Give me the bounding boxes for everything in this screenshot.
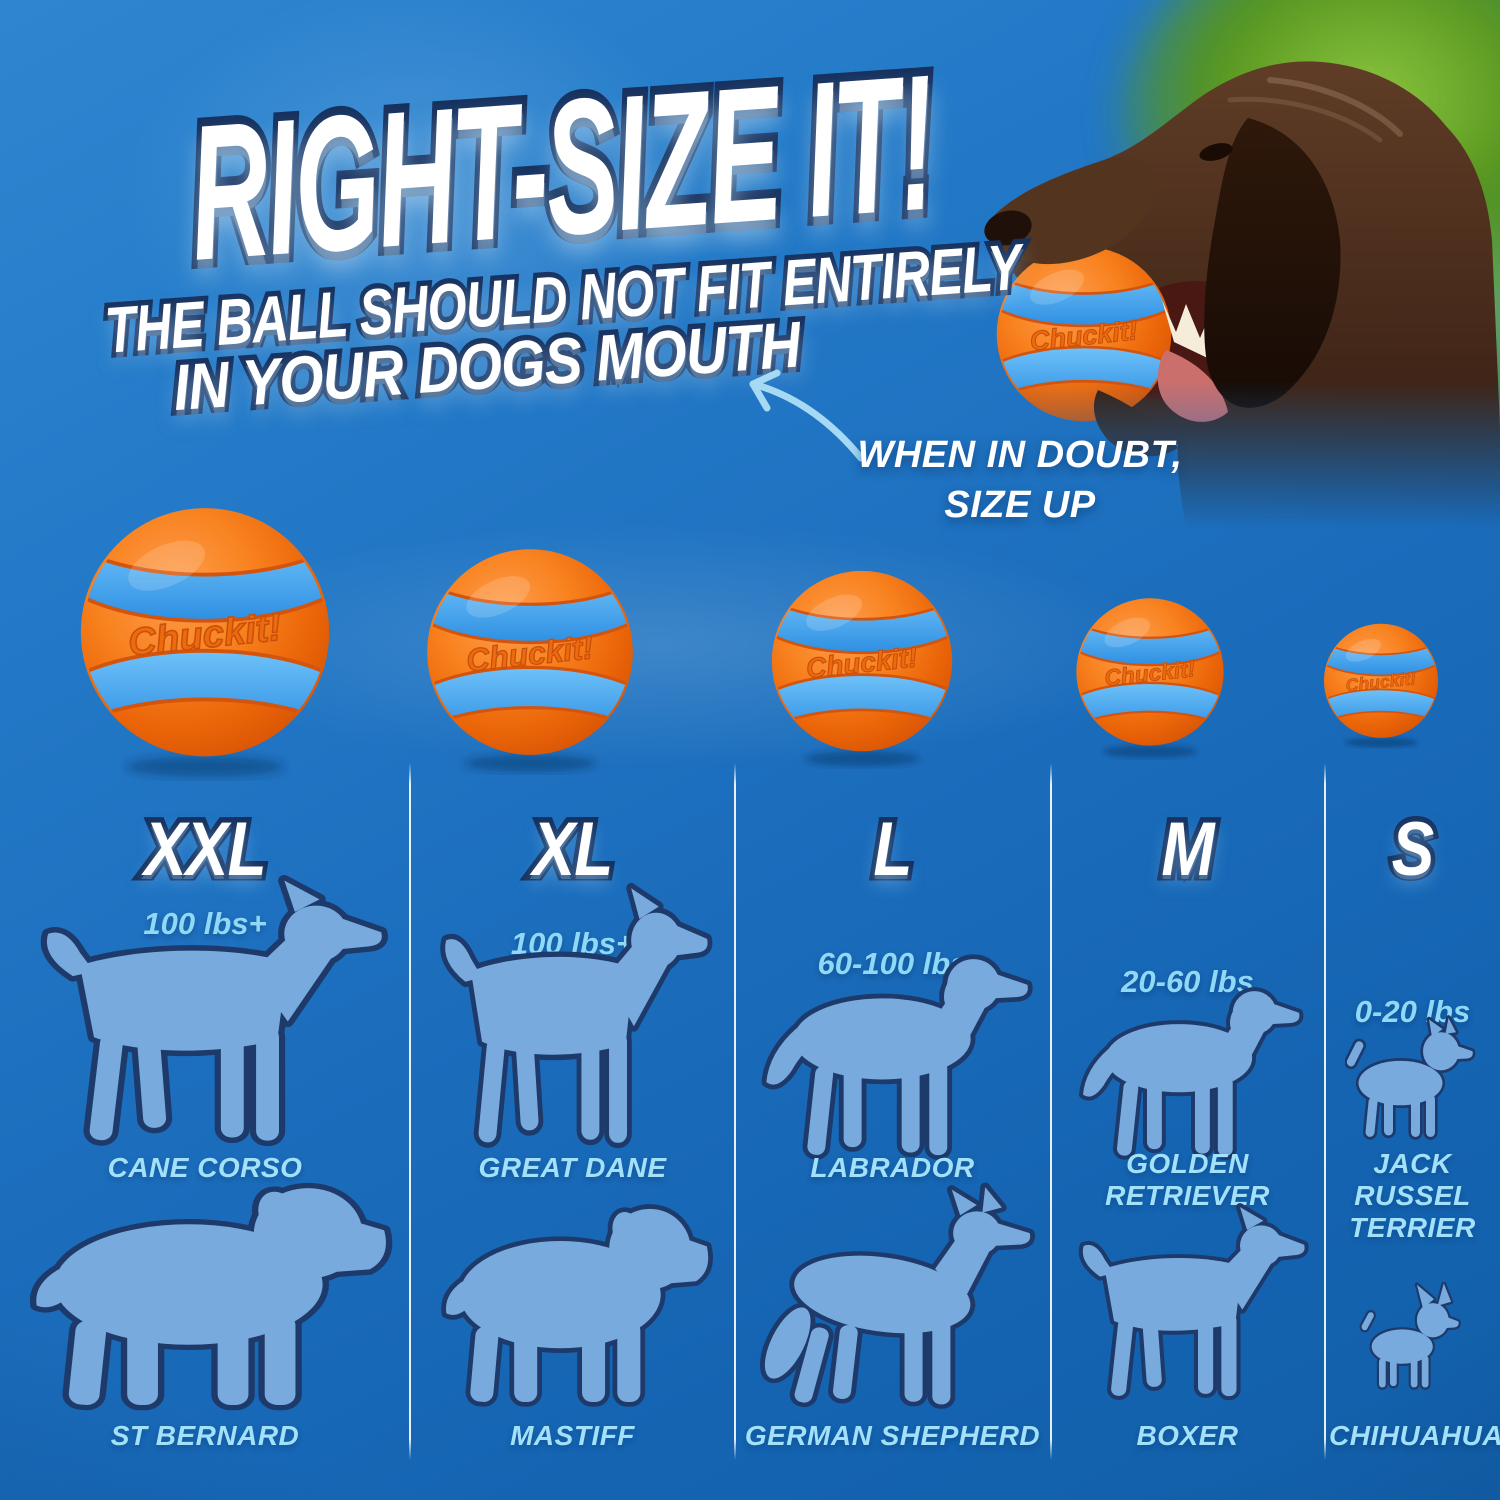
- dog-silhouette-mastiff: [430, 1182, 715, 1410]
- size-column-l: L 60-100 lbs LABRADOR GERMAN SHEPHERD: [735, 0, 1050, 1500]
- dog-silhouette-german-shepherd: [746, 1182, 1038, 1412]
- size-column-s: S 0-20 lbs JACK RUSSEL TERRIER CHIHUAHUA: [1325, 0, 1500, 1500]
- dog-silhouette-great-dane: [424, 876, 714, 1152]
- size-label-l: L: [869, 802, 917, 898]
- breed-label: CANE CORSO: [107, 1152, 303, 1183]
- breed-label: BOXER: [1136, 1420, 1239, 1451]
- dog-eye: [1199, 143, 1233, 161]
- size-label-xxl: XXL: [140, 802, 272, 898]
- breed-label: GERMAN SHEPHERD: [744, 1420, 1041, 1451]
- size-column-m: M 20-60 lbs GOLDEN RETRIEVER BOXER: [1050, 0, 1325, 1500]
- size-column-xl: XL 100 lbs+ GREAT DANE MASTIFF: [410, 0, 735, 1500]
- dog-lower-jaw: [1093, 390, 1178, 457]
- dog-upper-muzzle: [987, 157, 1156, 265]
- weight-range-xxl: 100 lbs+: [143, 906, 267, 941]
- dog-silhouette-golden-retriever: [1067, 965, 1307, 1165]
- curved-arrow-icon: [749, 369, 865, 462]
- column-divider: [1324, 763, 1326, 1460]
- breed-label: JACK RUSSEL TERRIER: [1349, 1148, 1476, 1243]
- dog-tongue: [1157, 350, 1228, 422]
- size-up-hint: WHEN IN DOUBT, SIZE UP: [820, 430, 1220, 530]
- weight-range-m: 20-60 lbs: [1121, 964, 1254, 999]
- column-divider: [409, 763, 411, 1460]
- dog-nose: [984, 210, 1032, 246]
- hint-line-2: SIZE UP: [944, 484, 1096, 527]
- breed-label: ST BERNARD: [110, 1420, 300, 1451]
- breed-label: CHIHUAHUA: [1329, 1420, 1500, 1451]
- dog-photo-illustration: [930, 0, 1500, 545]
- size-label-s: S: [1387, 802, 1439, 898]
- dog-silhouette-cane-corso: [20, 868, 390, 1150]
- column-divider: [734, 763, 736, 1460]
- dog-silhouette-chihuahua: [1357, 1282, 1467, 1394]
- weight-range-l: 60-100 lbs: [817, 946, 968, 981]
- breed-label: LABRADOR: [810, 1152, 975, 1183]
- dog-silhouette-jack-russel-terrier: [1345, 1010, 1480, 1145]
- dog-ear: [1204, 118, 1341, 408]
- size-label-m: M: [1157, 802, 1219, 898]
- breed-label: MASTIFF: [510, 1420, 635, 1451]
- column-divider: [1050, 763, 1052, 1460]
- hint-line-1: WHEN IN DOUBT,: [857, 434, 1183, 476]
- size-label-xl: XL: [528, 802, 618, 898]
- size-column-xxl: XXL 100 lbs+ CANE CORSO ST BERNARD: [0, 0, 410, 1500]
- breed-label: GREAT DANE: [478, 1152, 667, 1183]
- dog-silhouette-boxer: [1065, 1198, 1310, 1403]
- dog-silhouette-st-bernard: [15, 1158, 395, 1414]
- dog-silhouette-labrador: [747, 928, 1037, 1166]
